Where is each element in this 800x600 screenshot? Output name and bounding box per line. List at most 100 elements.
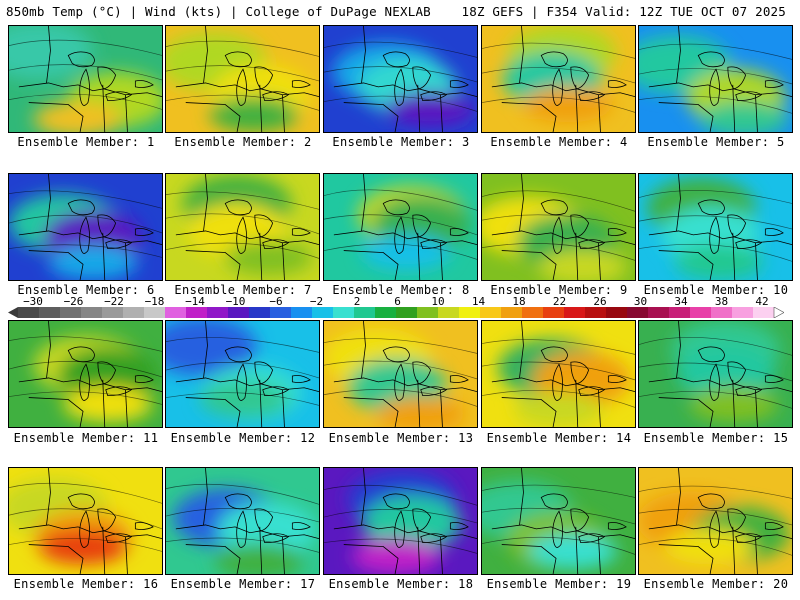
- colorbar-segment: [753, 307, 775, 318]
- colorbar-segment: [18, 307, 40, 318]
- temperature-map: [9, 468, 162, 574]
- ensemble-member-label: Ensemble Member: 16: [13, 577, 159, 591]
- temperature-map: [324, 321, 477, 427]
- ensemble-member-label: Ensemble Member: 7: [174, 283, 312, 297]
- colorbar-segment: [669, 307, 691, 318]
- colorbar-segment: [291, 307, 313, 318]
- ensemble-map-panel: [481, 173, 636, 281]
- colorbar-tick-label: 26: [593, 295, 607, 308]
- colorbar-segment: [459, 307, 481, 318]
- header-title: 850mb Temp (°C) | Wind (kts) | College o…: [6, 4, 431, 19]
- colorbar-tick-label: −30: [23, 295, 43, 308]
- colorbar-segment: [564, 307, 586, 318]
- temperature-colorbar: [8, 307, 784, 318]
- ensemble-map-panel: [638, 173, 793, 281]
- ensemble-map-panel: [8, 25, 163, 133]
- colorbar-segment: [81, 307, 103, 318]
- ensemble-member-label: Ensemble Member: 2: [174, 135, 312, 149]
- ensemble-member-label: Ensemble Member: 14: [486, 431, 632, 445]
- ensemble-member-label: Ensemble Member: 9: [490, 283, 628, 297]
- temperature-map: [639, 26, 792, 132]
- colorbar-segment: [585, 307, 607, 318]
- colorbar-tick-label: −6: [269, 295, 283, 308]
- colorbar-tick-label: −22: [104, 295, 124, 308]
- temperature-map: [9, 26, 162, 132]
- ensemble-member-label: Ensemble Member: 15: [643, 431, 789, 445]
- colorbar-tick-label: 22: [552, 295, 567, 308]
- colorbar-segment: [417, 307, 439, 318]
- colorbar-segment: [396, 307, 418, 318]
- temperature-map: [166, 468, 319, 574]
- temperature-map: [639, 321, 792, 427]
- colorbar-segment: [606, 307, 628, 318]
- ensemble-member-label: Ensemble Member: 6: [17, 283, 155, 297]
- colorbar-segment: [144, 307, 166, 318]
- ensemble-member-label: Ensemble Member: 12: [170, 431, 316, 445]
- colorbar-segment: [102, 307, 124, 318]
- colorbar-segment: [648, 307, 670, 318]
- ensemble-map-panel: [165, 25, 320, 133]
- colorbar-segment: [123, 307, 145, 318]
- colorbar-segment: [711, 307, 733, 318]
- ensemble-map-panel: [165, 320, 320, 428]
- colorbar-segment: [501, 307, 523, 318]
- ensemble-member-label: Ensemble Member: 3: [332, 135, 470, 149]
- colorbar-segment: [39, 307, 61, 318]
- colorbar-segment: [333, 307, 355, 318]
- colorbar-tick-label: 2: [353, 295, 361, 308]
- ensemble-map-panel: [323, 25, 478, 133]
- colorbar-tick-label: 34: [674, 295, 688, 308]
- ensemble-map-panel: [323, 467, 478, 575]
- ensemble-map-panel: [481, 25, 636, 133]
- temperature-map: [166, 321, 319, 427]
- colorbar-segment: [207, 307, 229, 318]
- ensemble-map-panel: [323, 320, 478, 428]
- temperature-map: [482, 468, 635, 574]
- ensemble-map-panel: [323, 173, 478, 281]
- colorbar-segment: [732, 307, 754, 318]
- ensemble-map-panel: [481, 320, 636, 428]
- ensemble-member-label: Ensemble Member: 19: [486, 577, 632, 591]
- temperature-map: [166, 26, 319, 132]
- ensemble-member-label: Ensemble Member: 11: [13, 431, 159, 445]
- ensemble-member-label: Ensemble Member: 4: [490, 135, 628, 149]
- temperature-map: [324, 26, 477, 132]
- ensemble-member-label: Ensemble Member: 17: [170, 577, 316, 591]
- colorbar-segment: [165, 307, 187, 318]
- colorbar-right-arrow: [773, 307, 784, 318]
- colorbar-tick-label: −26: [63, 295, 84, 308]
- ensemble-map-panel: [481, 467, 636, 575]
- ensemble-map-panel: [638, 25, 793, 133]
- colorbar-segment: [228, 307, 250, 318]
- temperature-map: [482, 321, 635, 427]
- ensemble-map-panel: [165, 173, 320, 281]
- ensemble-map-panel: [8, 467, 163, 575]
- ensemble-map-panel: [165, 467, 320, 575]
- ensemble-member-label: Ensemble Member: 18: [328, 577, 474, 591]
- colorbar-segment: [690, 307, 712, 318]
- ensemble-map-panel: [8, 173, 163, 281]
- colorbar-tick-label: 38: [714, 295, 729, 308]
- colorbar-tick-label: −18: [144, 295, 165, 308]
- ensemble-map-panel: [638, 467, 793, 575]
- colorbar-tick-label: 18: [512, 295, 526, 308]
- colorbar-segment: [543, 307, 565, 318]
- ensemble-member-label: Ensemble Member: 1: [17, 135, 155, 149]
- ensemble-member-label: Ensemble Member: 10: [643, 283, 789, 297]
- colorbar-segment: [186, 307, 208, 318]
- colorbar-tick-label: 42: [755, 295, 769, 308]
- colorbar-tick-label: 14: [471, 295, 486, 308]
- ensemble-member-label: Ensemble Member: 20: [643, 577, 789, 591]
- colorbar-segment: [354, 307, 376, 318]
- temperature-map: [482, 174, 635, 280]
- ensemble-member-label: Ensemble Member: 8: [332, 283, 470, 297]
- ensemble-map-panel: [8, 320, 163, 428]
- temperature-map: [166, 174, 319, 280]
- colorbar-segment: [270, 307, 292, 318]
- header-run-info: 18Z GEFS | F354 Valid: 12Z TUE OCT 07 20…: [461, 4, 786, 19]
- colorbar-segment: [480, 307, 502, 318]
- temperature-map: [324, 468, 477, 574]
- colorbar-segment: [249, 307, 271, 318]
- temperature-map: [9, 174, 162, 280]
- colorbar-segment: [627, 307, 649, 318]
